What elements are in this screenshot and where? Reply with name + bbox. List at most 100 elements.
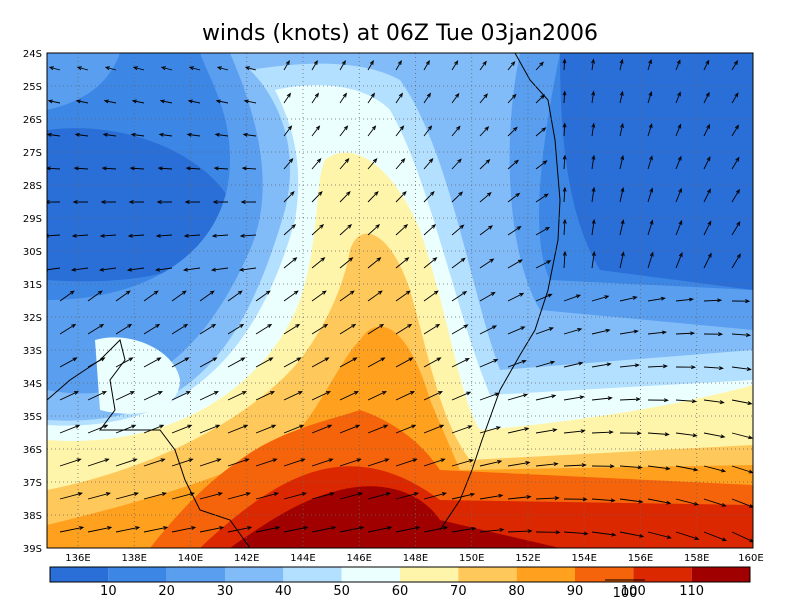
wind-arrow [255,357,274,368]
wind-arrow [171,357,190,368]
wind-arrow [479,159,491,170]
wind-arrow [563,463,587,468]
wind-arrow [535,193,549,203]
wind-arrow [87,391,107,401]
wind-arrow [199,323,217,335]
wind-arrow [157,166,173,171]
wind-arrow [562,250,567,269]
wind-arrow [507,326,526,335]
colorbar-frame [49,566,751,583]
wind-arrow [395,424,417,434]
wind-arrow [367,424,389,434]
wind-arrow [339,59,346,71]
colorbar-label: 40 [275,584,292,599]
colorbar-box [575,567,634,582]
wind-arrow [186,132,201,137]
wind-arrow [155,233,173,238]
lat-label: 34S [23,379,42,390]
lon-label: 140E [178,553,203,564]
wind-arrow [115,357,134,368]
wind-arrow [507,292,525,302]
lon-label: 154E [572,553,597,564]
wind-arrow [507,495,532,500]
wind-arrow [227,526,253,533]
wind-arrow [562,90,567,104]
wind-arrow [87,458,110,467]
wind-arrow [535,530,561,535]
wind-arrow [171,526,197,533]
wind-arrow [339,424,361,434]
wind-arrow [395,458,418,467]
wind-arrow [451,224,465,236]
wind-arrow [132,66,145,71]
wind-arrow [731,299,751,304]
wind-arrow [199,290,215,302]
colorbar-box [166,567,225,582]
wind-arrow [479,291,496,302]
wind-arrow [143,357,162,368]
wind-arrow [115,323,133,335]
wind-arrow [535,61,544,71]
wind-arrow [423,158,434,170]
wind-arrow [182,267,201,272]
wind-arrow [227,357,246,368]
lat-label: 29S [23,214,42,225]
wind-arrow [311,290,327,302]
wind-arrow [255,290,271,302]
colorbar-box [691,567,750,582]
wind-arrow [731,432,753,440]
wind-arrow [244,66,257,71]
wind-arrow [591,498,616,503]
wind-arrow [87,357,106,368]
wind-arrow [479,527,505,533]
wind-arrow [339,190,351,203]
wind-arrow [619,431,642,436]
colorbar: 10 20 30 40 50 60 70 80 90 100 110 [49,566,751,599]
wind-arrow [74,132,89,137]
wind-arrow [451,459,474,467]
wind-arrow [703,123,711,137]
wind-arrow [591,328,611,335]
wind-arrow [591,250,596,269]
wind-arrow [48,66,61,71]
wind-arrow [367,391,387,401]
wind-arrow [311,158,322,170]
field-60 [95,337,180,414]
wind-arrow [507,225,522,236]
wind-arrow [239,233,257,238]
wind-arrow [101,166,117,171]
wind-arrow [423,526,449,533]
wind-arrow [591,531,617,537]
wind-arrow [703,188,711,203]
wind-arrow [451,60,459,71]
wind-arrow [703,366,724,371]
wind-arrow [423,357,442,368]
wind-arrow [423,257,438,269]
wind-arrow [395,290,411,302]
wind-arrow [507,461,531,467]
wind-arrow [619,397,641,402]
wind-arrow [184,200,201,204]
wind-arrow [71,233,89,238]
wind-arrow [479,60,487,71]
wind-arrow [395,92,404,104]
lat-label: 27S [23,148,42,159]
wind-arrow [367,92,376,104]
wind-arrow [562,122,567,137]
wind-arrow [156,200,173,204]
colorbar-box [400,567,459,582]
wind-arrow [563,294,582,302]
wind-arrow [171,323,189,335]
wind-arrow [87,424,109,434]
wind-arrow [283,59,290,71]
wind-arrow [647,465,671,471]
grid [47,53,753,548]
wind-arrow [507,192,521,203]
wind-arrow [675,331,696,336]
wind-arrow [647,498,672,505]
wind-arrow [591,430,614,435]
lon-label: 142E [234,553,259,564]
wind-arrow [214,132,229,137]
wind-arrow [59,290,75,302]
wind-arrow [283,125,293,137]
